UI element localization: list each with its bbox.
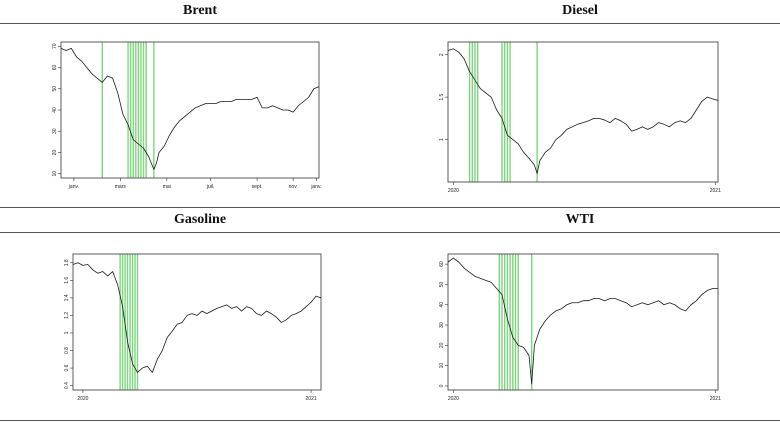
gasoline-x-tick-label-0: 2020 — [77, 396, 88, 402]
brent-chart: 10 20 30 40 50 60 70 janv. mars mai juil. sept. nov.… — [52, 41, 322, 190]
gasoline-plot-frame — [72, 253, 322, 391]
diesel-y-tick-label-1: 1.5 — [439, 93, 445, 100]
brent-x-tick-label-6: janv. — [310, 184, 321, 190]
header-rule-bottom-right — [390, 232, 780, 233]
brent-x-tick-label-1: mars — [115, 184, 127, 190]
gasoline-y-tick-label-5: 1.4 — [64, 294, 70, 301]
wti-plot-frame — [447, 253, 719, 391]
brent-plot-frame — [60, 41, 320, 179]
brent-title: Brent — [183, 3, 217, 18]
gasoline-y-tick-label-6: 1.6 — [64, 277, 70, 284]
gasoline-title: Gasoline — [173, 212, 227, 227]
gasoline-y-tick-label-2: 0.8 — [64, 347, 70, 354]
section-rule-mid-left — [0, 207, 390, 208]
diesel-chart: 1 1.5 2 2020 2021 — [439, 41, 721, 194]
gasoline-chart: 0.4 0.6 0.8 1 1.2 1.4 1.6 1.8 2020 2021 — [64, 253, 322, 402]
brent-y-tick-label-0: 10 — [52, 171, 58, 177]
gasoline-x-tick-label-1: 2021 — [306, 396, 317, 402]
diesel-y-tick-label-2: 2 — [439, 53, 445, 56]
gasoline-y-tick-label-3: 1 — [64, 331, 70, 334]
wti-series-line-0 — [447, 257, 718, 385]
header-rule-top-left — [0, 23, 390, 24]
gasoline-y-tick-label-4: 1.2 — [64, 312, 70, 319]
diesel-title: Diesel — [562, 3, 598, 18]
wti-y-tick-label-1: 10 — [439, 363, 445, 369]
wti-y-tick-label-6: 60 — [439, 261, 445, 267]
wti-y-tick-label-0: 0 — [439, 384, 445, 387]
diesel-x-tick-label-0: 2020 — [448, 188, 459, 194]
header-rule-bottom-left — [0, 232, 390, 233]
brent-series-line-0 — [60, 47, 320, 170]
brent-x-tick-label-4: sept. — [252, 184, 263, 190]
wti-y-tick-label-3: 30 — [439, 322, 445, 328]
brent-y-tick-label-5: 60 — [52, 65, 58, 71]
wti-x-tick-label-1: 2021 — [710, 396, 721, 402]
gasoline-y-tick-label-7: 1.8 — [64, 259, 70, 266]
brent-x-tick-label-0: janv. — [68, 184, 79, 190]
diesel-x-tick-label-1: 2021 — [710, 188, 721, 194]
brent-y-tick-label-3: 40 — [52, 107, 58, 113]
diesel-y-tick-label-0: 1 — [439, 138, 445, 141]
brent-x-tick-label-2: mai — [163, 184, 171, 190]
brent-y-tick-label-6: 70 — [52, 43, 58, 49]
wti-chart: 0 10 20 30 40 50 60 2020 2021 — [439, 253, 721, 402]
diesel-plot-frame — [447, 41, 719, 183]
brent-y-tick-label-1: 20 — [52, 150, 58, 156]
diesel-series-line-0 — [447, 48, 719, 174]
brent-x-tick-label-3: juil. — [206, 184, 215, 190]
wti-y-tick-label-2: 20 — [439, 342, 445, 348]
gasoline-y-tick-label-0: 0.4 — [64, 382, 70, 389]
wti-y-tick-label-4: 40 — [439, 302, 445, 308]
brent-x-tick-label-5: nov. — [289, 184, 298, 190]
header-rule-top-right — [390, 23, 780, 24]
wti-title: WTI — [565, 212, 595, 227]
brent-y-tick-label-4: 50 — [52, 86, 58, 92]
footer-rule — [0, 420, 780, 421]
wti-y-tick-label-5: 50 — [439, 281, 445, 287]
brent-y-tick-label-2: 30 — [52, 128, 58, 134]
gasoline-y-tick-label-1: 0.6 — [64, 364, 70, 371]
gasoline-series-line-0 — [72, 262, 322, 373]
section-rule-mid-right — [390, 207, 780, 208]
wti-x-tick-label-0: 2020 — [448, 396, 459, 402]
